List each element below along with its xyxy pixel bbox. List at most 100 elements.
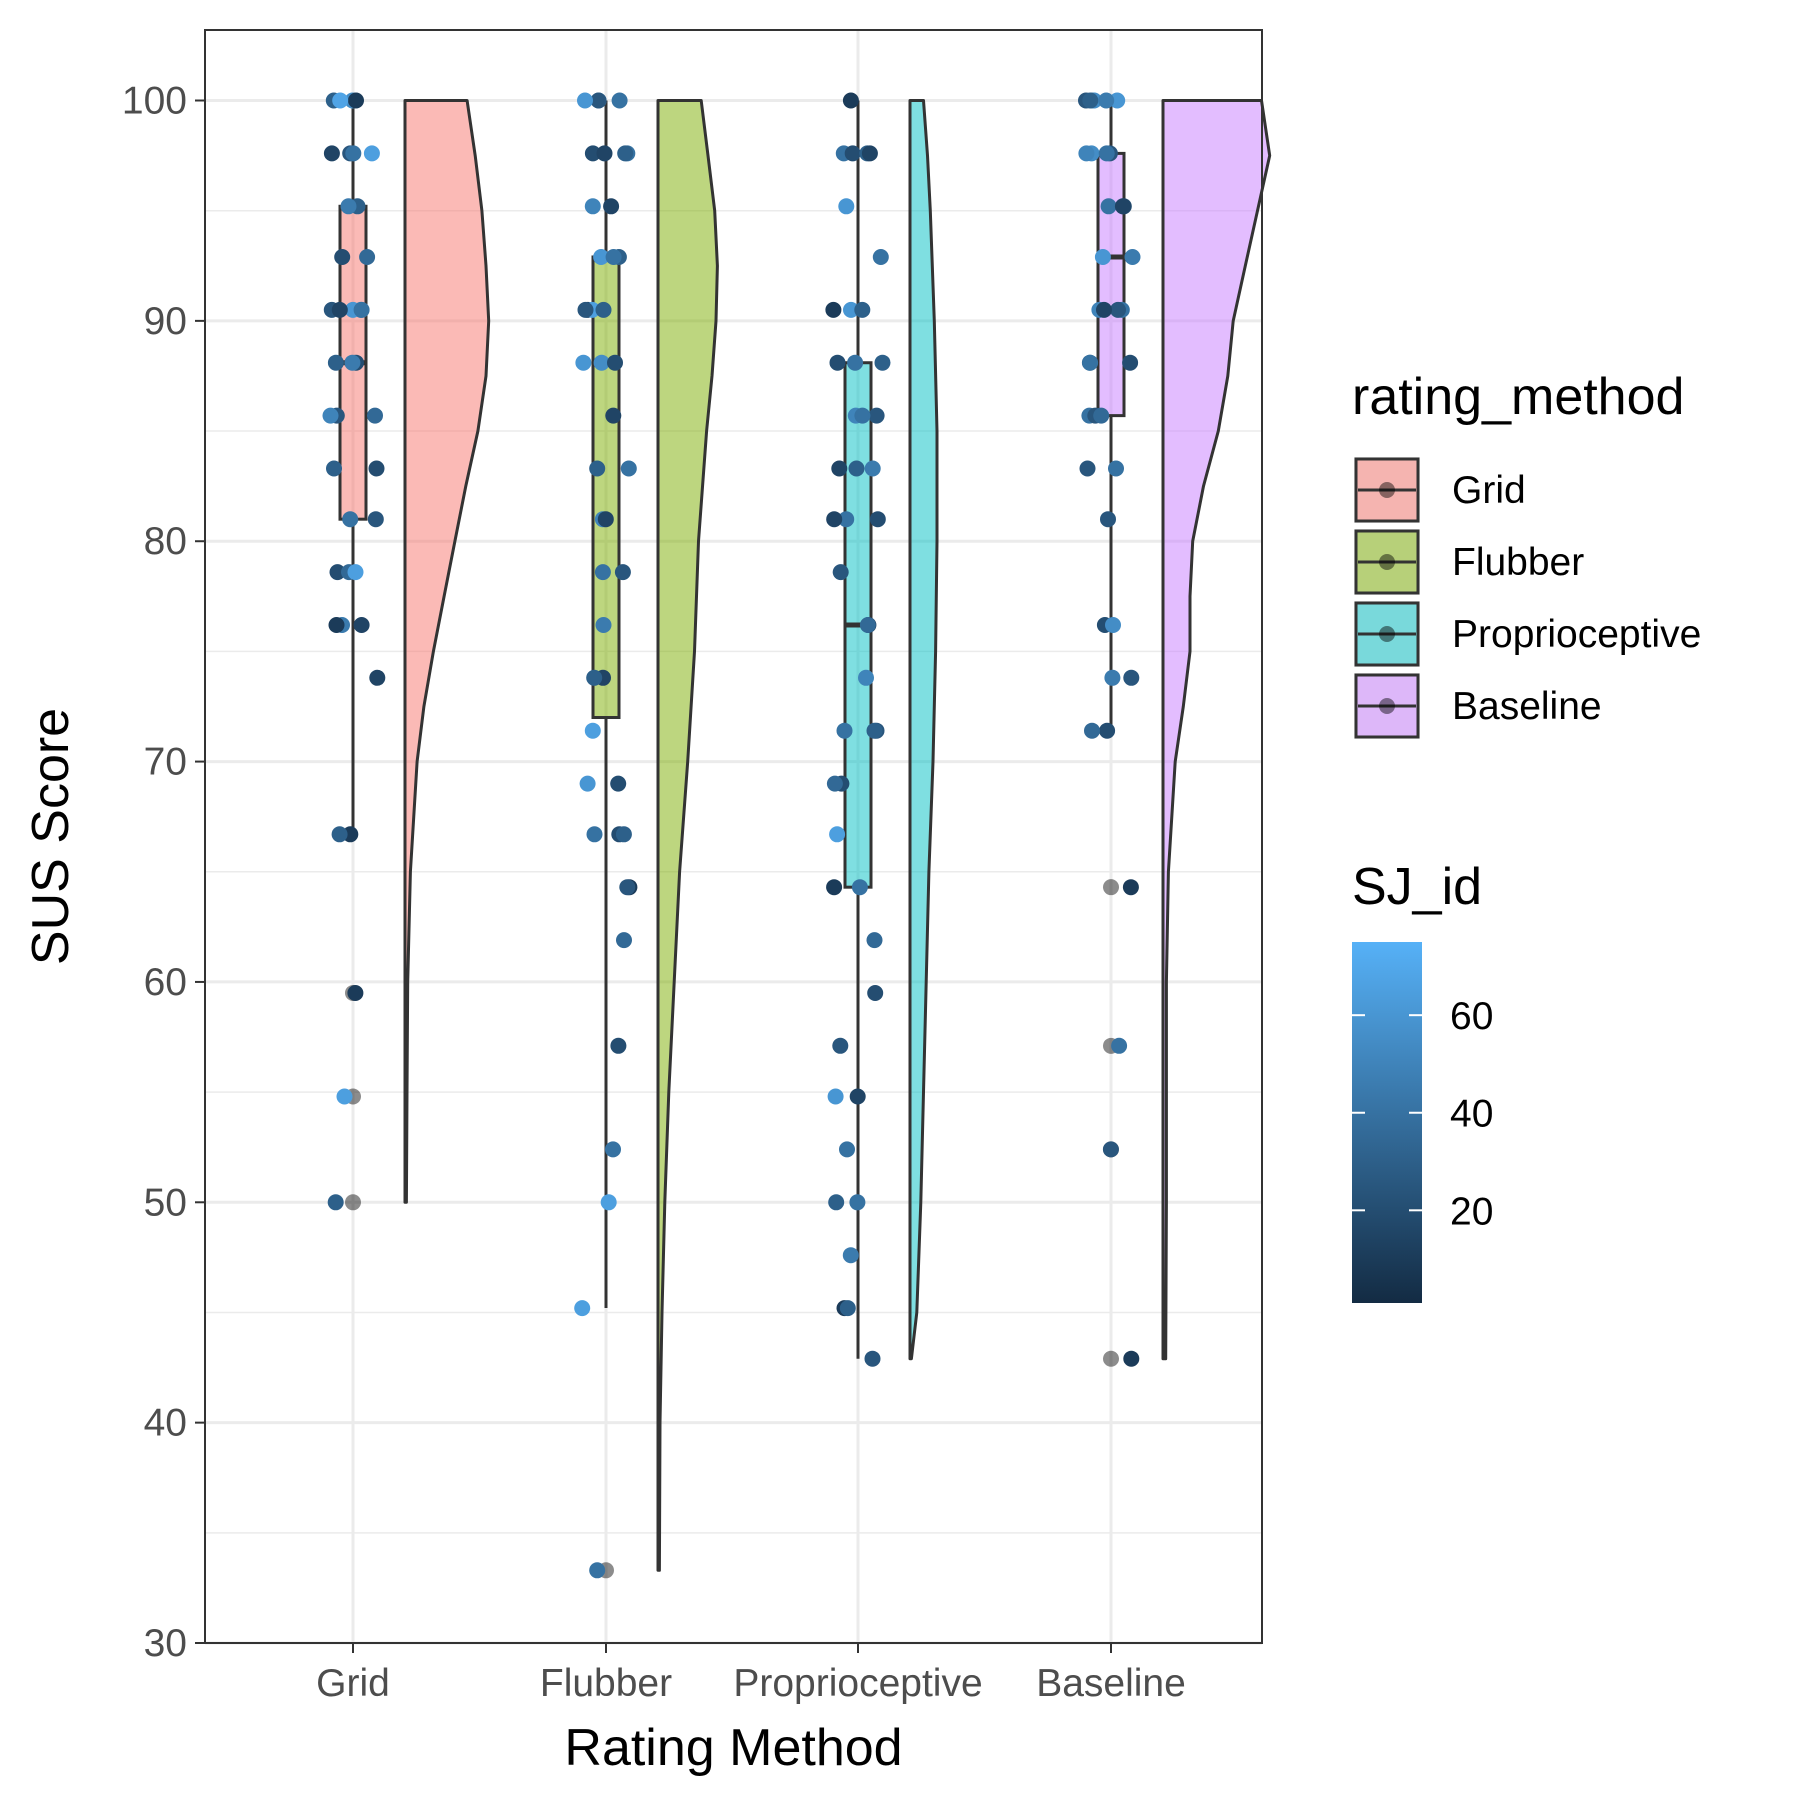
legend-label-grid: Grid [1452,469,1526,512]
data-point [367,407,383,424]
data-point [869,511,886,528]
data-point [832,1037,849,1054]
data-point [616,932,632,949]
data-point [586,669,603,686]
data-point [1093,407,1110,424]
data-point [368,460,385,477]
data-point [605,407,622,424]
y-tick-label: 60 [144,961,187,1004]
data-point [589,1562,606,1579]
data-point [617,145,634,162]
data-point [836,722,853,739]
data-point [363,145,380,162]
data-point [847,354,864,371]
data-point [347,564,364,581]
data-point [842,1247,859,1264]
legend-key-dot [1379,698,1395,714]
data-point [858,669,874,686]
data-point [590,92,607,109]
violin-flubber [656,99,719,1572]
y-tick-label: 40 [144,1402,187,1445]
y-tick-label: 30 [144,1622,187,1665]
data-point [329,564,346,581]
data-point [864,460,881,477]
data-point [619,879,636,896]
color-bar-label: 40 [1450,1093,1493,1136]
data-point [1100,511,1116,528]
data-point [575,354,592,371]
data-point [579,775,596,792]
data-point [842,92,859,109]
data-point [327,354,344,371]
data-point [861,145,878,162]
data-point [839,1141,855,1158]
panel-border [204,29,1263,1644]
data-point [1114,198,1131,215]
data-point [589,460,606,477]
data-point [838,198,855,215]
data-point [839,1300,856,1317]
data-point [342,511,359,528]
legend-rating-method: rating_method Grid Flubber Proprioceptive B… [1352,368,1701,739]
y-axis-title: SUS Score [22,708,80,965]
data-point [1124,249,1141,265]
data-point [347,985,364,1001]
box-baseline [1096,151,1126,418]
color-bar [1352,942,1422,1303]
data-point [595,301,612,318]
data-point [610,1037,627,1054]
data-point [829,826,846,843]
data-point [593,249,610,265]
data-point [594,564,611,581]
legend-key-dot [1379,626,1395,642]
x-tick-label: Baseline [1036,1662,1186,1705]
color-bar-label: 20 [1450,1190,1493,1233]
data-point [340,198,357,215]
panel-background [205,30,1262,1643]
data-point [574,1300,591,1317]
y-tick-label: 80 [144,520,187,563]
data-point [872,249,889,265]
outlier-point [1103,1350,1119,1367]
data-point [605,1141,621,1158]
data-point [1123,1350,1140,1367]
data-point [577,92,593,109]
data-point [828,1194,845,1211]
data-point [826,511,843,528]
data-point [1123,669,1140,686]
data-point [367,511,384,528]
data-point [332,92,349,109]
y-tick-label: 50 [144,1181,187,1224]
data-point [838,511,855,528]
data-point [874,354,891,371]
violin-grid [403,99,491,1204]
data-point [844,145,861,162]
y-tick-label: 100 [122,80,187,123]
boxplots [338,100,1126,1359]
data-point [849,1088,866,1105]
x-tick-label: Proprioceptive [733,1662,982,1705]
data-point [867,985,884,1001]
data-point [825,301,842,318]
data-point [1111,1037,1128,1054]
data-point [866,932,883,949]
data-point [1084,722,1100,739]
data-point [610,775,627,792]
data-point [348,92,364,109]
data-point [615,826,632,843]
data-point [826,879,843,896]
data-point [353,301,370,318]
data-point [577,301,594,318]
legend-label-proprioceptive: Proprioceptive [1452,613,1701,656]
data-point [345,145,362,162]
data-point [328,617,345,633]
data-point [851,879,868,896]
violins [403,99,1272,1572]
data-point [353,617,370,633]
legend-sj-id: SJ_id 20 40 60 [1352,858,1493,1303]
color-bar-label: 60 [1450,995,1493,1038]
data-point [323,145,340,162]
legend-sj-id-title: SJ_id [1352,858,1482,916]
data-point [596,145,613,162]
y-tick-label: 90 [144,300,187,343]
